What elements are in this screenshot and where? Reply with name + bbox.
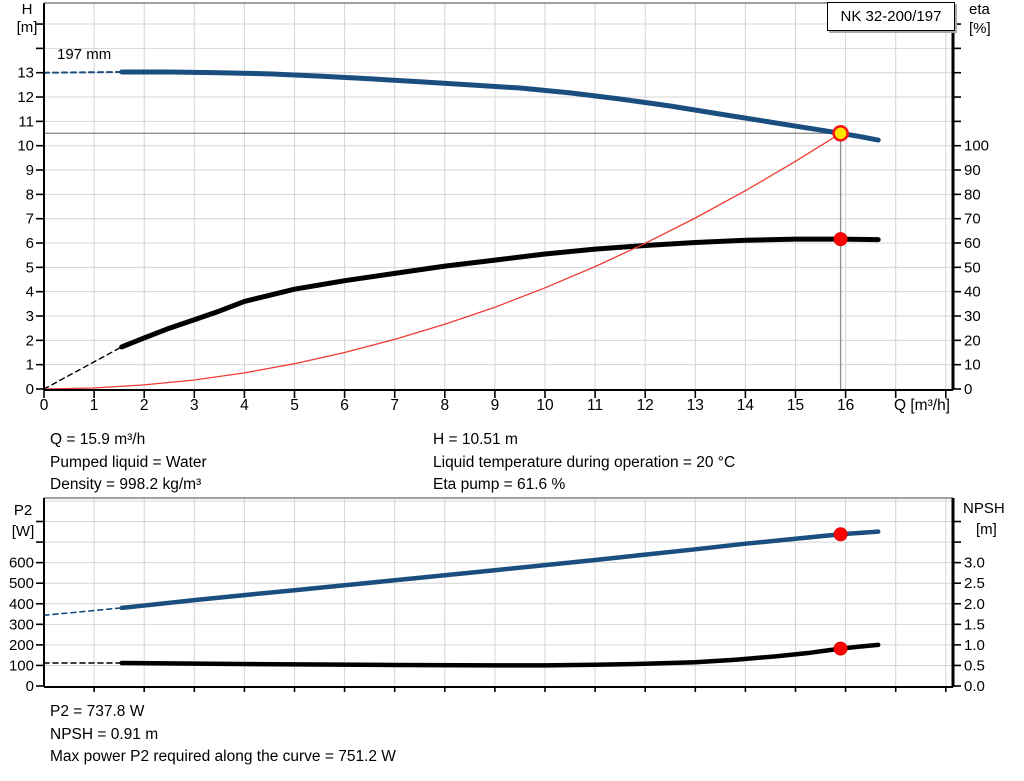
right-axis-tick-label: 3.0 [964,555,985,572]
x-axis-tick-label: 12 [637,397,654,414]
x-axis-tick-label: 10 [536,397,554,414]
left-axis-unit: [W] [12,523,35,540]
right-axis-tick-label: 70 [964,211,981,228]
x-axis-tick-label: 5 [290,397,299,414]
head-curve [119,69,881,143]
flow-value-line: Q = 15.9 m³/h [50,431,146,448]
p2-value-line: P2 = 737.8 W [50,703,145,720]
system-curve [43,132,842,390]
left-axis-unit: [m] [17,19,38,36]
impeller-diameter-label: 197 mm [57,46,112,63]
max-power-line: Max power P2 required along the curve = … [50,748,396,766]
x-axis-unit-label: Q [m³/h] [894,397,950,414]
x-axis-tick-label: 9 [491,397,500,414]
x-axis-tick-label: 7 [390,397,399,414]
left-axis-tick-label: 11 [18,113,34,130]
right-axis-tick-label: 2.0 [964,596,985,613]
npsh-curve [119,642,881,668]
left-axis-tick-label: 200 [9,637,34,654]
x-axis-tick-label: 11 [587,397,603,414]
right-axis-tick-label: 0 [964,381,972,398]
left-axis-tick-label: 8 [26,186,34,203]
x-axis-tick-label: 14 [737,397,755,414]
x-axis-tick-label: 15 [787,397,804,414]
right-axis-tick-label: 1.5 [964,616,985,633]
left-axis-title: P2 [14,502,32,519]
left-axis-tick-label: 5 [26,259,34,276]
left-axis-tick-label: 500 [9,575,34,592]
pump-model-badge: NK 32-200/197 [827,2,955,31]
left-axis-title: H [22,1,33,18]
operating-info-right: H = 10.51 m Liquid temperature during op… [433,429,735,497]
left-axis-tick-label: 2 [26,332,34,349]
operating-info-left: Q = 15.9 m³/h Pumped liquid = Water Dens… [50,429,207,497]
x-axis-tick-label: 16 [837,397,854,414]
left-axis-tick-label: 1 [26,357,34,374]
left-axis-tick-label: 6 [26,235,34,252]
head-value-line: H = 10.51 m [433,431,518,448]
density-line: Density = 998.2 kg/m³ [50,476,202,494]
right-axis-tick-label: 1.0 [964,637,985,654]
right-axis-tick-label: 80 [964,186,981,203]
left-axis-tick-label: 4 [26,284,34,301]
eta-pump-line: Eta pump = 61.6 % [433,476,566,494]
left-axis-tick-label: 7 [26,211,34,228]
right-axis-tick-label: 30 [964,308,981,325]
left-axis-tick-label: 13 [17,65,34,82]
left-axis-tick-label: 100 [9,657,34,674]
pumped-liquid-line: Pumped liquid = Water [50,453,207,471]
p2-curve-dashed [43,607,123,617]
x-axis-tick-label: 4 [240,397,249,414]
right-axis-tick-label: 100 [964,138,989,155]
x-axis-tick-label: 0 [40,397,49,414]
duty-point-p2 [833,527,848,542]
left-axis-tick-label: 0 [26,381,34,398]
head-curve-dashed [43,71,123,74]
left-axis-tick-label: 9 [26,162,34,179]
npsh-value-line: NPSH = 0.91 m [50,725,159,743]
right-axis-tick-label: 10 [964,357,981,374]
efficiency-curve [119,236,881,350]
duty-point-npsh [833,641,848,656]
efficiency-curve-dashed [43,346,123,390]
right-axis-tick-label: 0.5 [964,657,985,674]
pump-model-label: NK 32-200/197 [840,8,942,25]
right-axis-unit: [m] [976,521,997,538]
x-axis-tick-label: 13 [687,397,704,414]
power-npsh-info: P2 = 737.8 W NPSH = 0.91 m Max power P2 … [50,701,396,769]
right-axis-tick-label: 2.5 [964,575,985,592]
x-axis-tick-label: 2 [140,397,149,414]
right-axis-unit: [%] [969,20,991,37]
duty-point-eta [833,232,848,247]
left-axis-tick-label: 12 [17,89,34,106]
left-axis-tick-label: 3 [26,308,34,325]
right-axis-tick-label: 60 [964,235,981,252]
left-axis-tick-label: 600 [9,555,34,572]
right-axis-tick-label: 50 [964,259,981,276]
right-axis-tick-label: 90 [964,162,981,179]
right-axis-tick-label: 40 [964,284,981,301]
duty-point-head [832,124,849,142]
x-axis-tick-label: 3 [190,397,199,414]
left-axis-tick-label: 10 [17,138,34,155]
right-axis-title: eta [969,1,991,18]
p2-curve [119,529,881,611]
x-axis-tick-label: 6 [340,397,349,414]
x-axis-tick-label: 1 [90,397,99,414]
x-axis-tick-label: 8 [440,397,449,414]
right-axis-tick-label: 20 [964,332,981,349]
left-axis-tick-label: 400 [9,596,34,613]
left-axis-tick-label: 300 [9,616,34,633]
liquid-temp-line: Liquid temperature during operation = 20… [433,453,736,471]
right-axis-title: NPSH [963,500,1005,517]
left-axis-tick-label: 0 [26,678,34,695]
right-axis-tick-label: 0.0 [964,678,985,695]
